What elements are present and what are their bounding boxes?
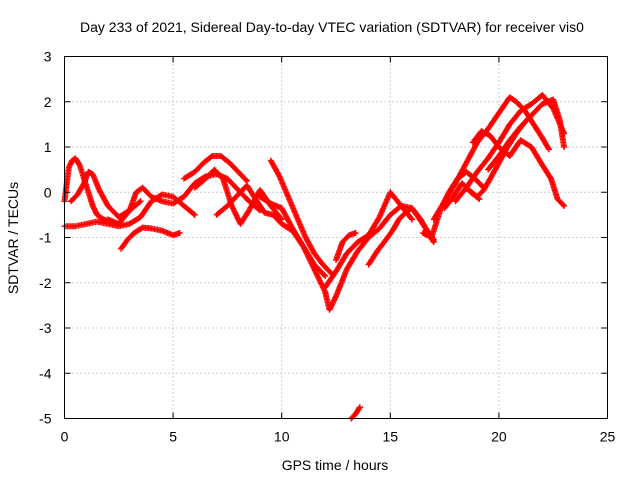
series-track-20 [469, 128, 568, 209]
x-tick-label: 0 [61, 429, 69, 445]
series-track-11 [322, 189, 416, 291]
y-tick-label: 0 [44, 184, 52, 200]
y-tick-label: -3 [39, 320, 52, 336]
y-tick-label: -5 [39, 411, 52, 427]
y-tick-label: -2 [39, 275, 52, 291]
data-point [521, 119, 528, 126]
data-point [476, 196, 483, 203]
chart-title: Day 233 of 2021, Sidereal Day-to-day VTE… [80, 19, 584, 35]
data-point [321, 271, 328, 278]
series-track-4 [117, 224, 183, 252]
data-point [190, 210, 197, 217]
data-point [545, 146, 552, 153]
data-point [352, 229, 359, 236]
series-track-12 [333, 229, 359, 264]
series-track-6 [180, 153, 250, 184]
data-point [242, 176, 249, 183]
data-points [61, 91, 568, 422]
data-point [561, 144, 568, 150]
data-point [520, 120, 527, 127]
data-point [559, 201, 566, 208]
y-tick-label: 1 [44, 139, 52, 155]
data-point [207, 154, 214, 161]
series-track-3 [68, 168, 144, 221]
y-tick-label: -1 [39, 230, 52, 246]
series-track-1 [61, 155, 114, 225]
y-tick-label: -4 [39, 365, 52, 381]
data-point [275, 172, 282, 179]
axis-ticks [64, 56, 608, 419]
data-point [430, 239, 437, 246]
series-track-14 [365, 205, 437, 268]
data-point [545, 145, 552, 152]
data-point [356, 404, 363, 411]
data-point [409, 216, 416, 223]
data-point [408, 215, 415, 222]
y-axis-label: SDTVAR / TECUs [5, 182, 21, 294]
data-point [137, 198, 144, 205]
data-point [136, 199, 143, 206]
x-tick-label: 5 [169, 429, 177, 445]
x-axis-label: GPS time / hours [282, 457, 389, 473]
x-tick-labels: 0 5 10 15 20 25 [61, 429, 616, 445]
data-point [547, 174, 554, 181]
y-tick-label: 2 [44, 94, 52, 110]
data-point [430, 237, 437, 244]
x-tick-label: 10 [274, 429, 290, 445]
x-tick-label: 25 [600, 429, 616, 445]
series-track-9 [267, 157, 335, 277]
data-point [191, 211, 198, 218]
data-point [561, 202, 568, 209]
data-point [80, 181, 87, 188]
x-tick-label: 20 [491, 429, 507, 445]
data-point [322, 272, 329, 279]
data-point [176, 229, 183, 236]
x-tick-label: 15 [383, 429, 399, 445]
data-point [356, 405, 363, 412]
y-tick-labels: -5 -4 -3 -2 -1 0 1 2 3 [39, 49, 52, 427]
series-track-21 [441, 180, 483, 212]
data-point [475, 195, 482, 202]
y-tick-label: 3 [44, 49, 52, 65]
